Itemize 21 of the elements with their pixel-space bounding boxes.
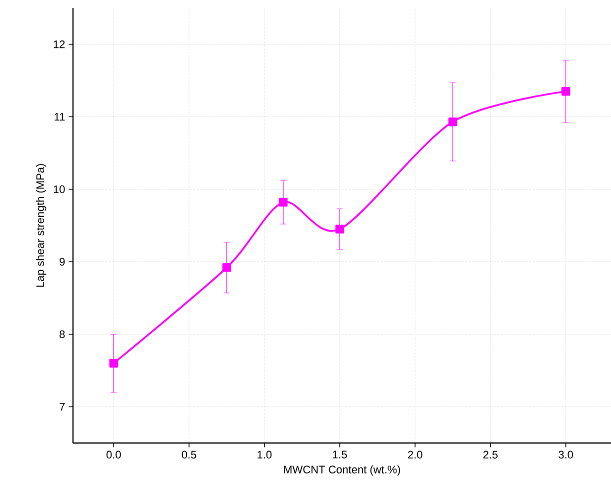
x-axis-title: MWCNT Content (wt.%) xyxy=(284,465,400,476)
y-axis-title: Lap shear strength (MPa) xyxy=(36,164,46,287)
point xyxy=(448,117,458,126)
x-tick-label: 2.0 xyxy=(408,450,422,459)
y-tick-label: 12 xyxy=(54,40,65,48)
y-tick-label: 8 xyxy=(60,330,65,338)
x-tick-label: 1.0 xyxy=(258,450,272,459)
point xyxy=(335,224,344,234)
x-tick-label: 2.5 xyxy=(483,450,498,459)
x-tick-label: 1.5 xyxy=(332,450,347,458)
y-tick-label: 9 xyxy=(60,258,65,266)
point xyxy=(561,86,570,96)
x-tick-label: 0.5 xyxy=(182,450,196,459)
x-tick-label: 3.0 xyxy=(558,450,573,459)
point xyxy=(222,263,232,272)
y-tick-label: 7 xyxy=(60,402,65,411)
point xyxy=(278,198,288,207)
y-tick-label: 11 xyxy=(54,112,65,121)
x-tick-label: 0.0 xyxy=(106,450,121,459)
point xyxy=(109,358,118,368)
y-tick-label: 10 xyxy=(54,185,65,194)
